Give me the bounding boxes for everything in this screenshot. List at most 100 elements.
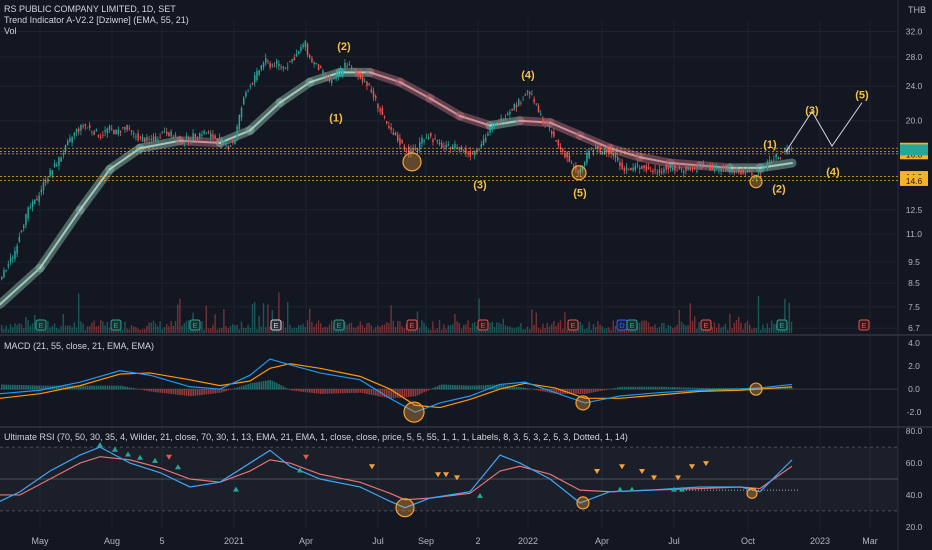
event-marker-6[interactable]: E — [477, 319, 489, 331]
macd-hist-bar — [535, 389, 538, 391]
macd-hist-bar — [284, 387, 287, 390]
candle-body — [557, 139, 560, 146]
trend-line-segment — [139, 139, 181, 150]
wave-label-7: (3) — [805, 105, 819, 117]
volume-bar — [73, 322, 75, 333]
volume-bar — [740, 322, 742, 333]
candle-body — [397, 135, 399, 141]
macd-hist-bar — [639, 386, 641, 390]
price-axis-label-0: 32.0 — [906, 27, 923, 37]
time-axis-label-13: Mar — [862, 536, 878, 546]
candle-body — [687, 166, 689, 170]
volume-bar — [1, 325, 3, 333]
rsi-down-triangle-4 — [443, 472, 449, 478]
volume-bar — [236, 324, 238, 333]
candle-body — [295, 53, 298, 57]
volume-bar — [502, 318, 504, 333]
candle-body — [408, 146, 410, 154]
macd-hist-bar — [133, 388, 135, 390]
macd-hist-bar — [168, 389, 170, 394]
macd-hist-bar — [172, 389, 175, 395]
candle-body — [445, 145, 447, 148]
volume-bar — [480, 329, 482, 333]
event-marker-9[interactable]: E — [626, 319, 638, 331]
candle-body — [652, 170, 654, 173]
volume-bar — [218, 328, 221, 333]
macd-legend[interactable]: MACD (21, 55, close, 21, EMA, EMA) — [4, 341, 155, 351]
candle-body — [436, 139, 439, 142]
macd-line — [0, 358, 793, 413]
price-tag-label-8: 14.6 — [906, 176, 923, 186]
macd-hist-bar — [603, 389, 606, 391]
event-marker-3[interactable]: E — [270, 319, 282, 331]
macd-hist-bar — [152, 389, 155, 392]
symbol-title[interactable]: RS PUBLIC COMPANY LIMITED, 1D, SET — [4, 4, 176, 14]
macd-hist-bar — [579, 389, 582, 394]
volume-bar — [381, 325, 383, 333]
volume-bar — [353, 327, 355, 333]
volume-bar — [683, 323, 685, 333]
event-marker-12[interactable]: E — [858, 319, 870, 331]
macd-hist-bar — [463, 385, 465, 390]
volume-bar — [355, 327, 357, 333]
candle-body — [392, 132, 395, 135]
event-marker-1[interactable]: E — [110, 319, 122, 331]
candle-body — [106, 128, 109, 134]
volume-bar — [652, 326, 654, 333]
volume-bar — [559, 320, 562, 333]
macd-hist-bar — [405, 389, 408, 398]
volume-bar — [3, 328, 5, 333]
candle-body — [636, 164, 639, 166]
candle-body — [269, 63, 271, 68]
macd-hist-bar — [115, 385, 117, 390]
event-marker-8[interactable]: D — [616, 319, 628, 331]
macd-hist-bar — [511, 386, 513, 390]
event-marker-5[interactable]: E — [406, 319, 418, 331]
macd-hist-bar — [7, 384, 10, 390]
macd-hist-bar — [443, 384, 445, 390]
candle-body — [377, 103, 379, 109]
macd-hist-bar — [456, 385, 458, 390]
macd-hist-bar — [23, 385, 25, 390]
volume-bar — [676, 324, 678, 333]
event-marker-4[interactable]: E — [333, 319, 345, 331]
macd-hist-bar — [18, 384, 21, 390]
macd-hist-bar — [1, 384, 3, 390]
candle-body — [166, 131, 168, 135]
volume-bar — [223, 308, 225, 333]
event-marker-7[interactable]: E — [567, 319, 579, 331]
event-marker-0[interactable]: E — [35, 319, 47, 331]
macd-hist-bar — [696, 387, 698, 390]
price-axis-label-10: 11.0 — [906, 229, 922, 239]
candle-body — [284, 67, 287, 69]
macd-hist-bar — [25, 385, 27, 390]
macd-hist-bar — [665, 386, 667, 390]
event-marker-2[interactable]: E — [189, 319, 201, 331]
volume-bar — [300, 325, 302, 333]
price-axis[interactable]: 32.028.024.020.017.317.016.814.914.612.5… — [900, 27, 928, 532]
candle-body — [645, 165, 648, 171]
macd-hist-bar — [159, 389, 161, 393]
macd-hist-bar — [194, 389, 197, 396]
candle-body — [278, 63, 280, 67]
volume-bar — [254, 302, 256, 333]
trend-indicator-legend[interactable]: Trend Indicator A-V2.2 [Dziwne] (EMA, 55… — [4, 15, 189, 25]
candle-body — [379, 108, 381, 112]
candle-body — [232, 141, 234, 143]
time-axis[interactable]: May Aug 5 2021 Apr Jul Sep 2 2022 Apr Jul Oct 2023 Ma… — [31, 536, 877, 546]
candle-body — [34, 199, 36, 205]
volume-bar — [672, 328, 674, 333]
volume-bar — [304, 326, 306, 333]
candle-body — [760, 172, 762, 174]
rsi-legend[interactable]: Ultimate RSI (70, 50, 30, 35, 4, Wilder,… — [4, 432, 628, 442]
event-marker-11[interactable]: E — [776, 319, 788, 331]
time-axis-label-11: Oct — [741, 536, 756, 546]
volume-bar — [449, 325, 452, 333]
volume-legend[interactable]: Vol — [4, 26, 17, 36]
candle-body — [18, 236, 21, 242]
candle-body — [267, 60, 269, 62]
price-axis-label-1: 28.0 — [906, 52, 923, 62]
event-marker-10[interactable]: E — [700, 319, 712, 331]
